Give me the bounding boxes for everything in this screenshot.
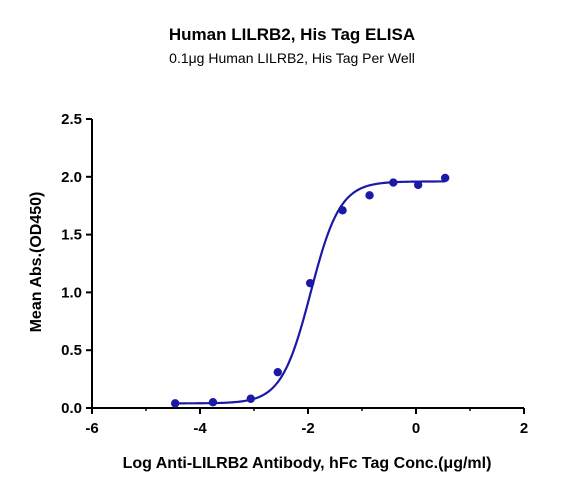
fit-curve (175, 180, 446, 405)
chart-subtitle: 0.1μg Human LILRB2, His Tag Per Well (169, 50, 415, 66)
data-point (440, 173, 450, 183)
y-tick-label: 2.0 (61, 169, 82, 186)
x-tick-label: -6 (85, 420, 98, 437)
y-tick-label: 0.5 (61, 342, 82, 359)
x-tick-label: -2 (301, 420, 314, 437)
data-point (413, 180, 423, 190)
data-point (208, 398, 218, 407)
data-point (246, 394, 255, 403)
points-layer (170, 173, 450, 408)
fit-layer (175, 180, 446, 405)
data-point (273, 367, 282, 377)
y-axis-label: Mean Abs.(OD450) (28, 192, 45, 333)
y-tick-label: 1.0 (61, 284, 82, 301)
data-point (170, 399, 180, 408)
x-tick-label: 2 (520, 420, 528, 437)
x-axis-label: Log Anti-LILRB2 Antibody, hFc Tag Conc.(… (123, 455, 492, 472)
chart-title: Human LILRB2, His Tag ELISA (169, 25, 415, 44)
y-tick-label: 0.0 (61, 400, 82, 417)
x-tick-label: -4 (193, 420, 207, 437)
data-point (338, 206, 347, 215)
x-tick-label: 0 (412, 420, 420, 437)
y-tick-label: 1.5 (61, 227, 82, 244)
data-point (305, 278, 315, 288)
axes: -6 -4 -2 0 2 0.0 0.5 1.0 1.5 2.0 2.5 (61, 111, 528, 437)
data-point (365, 191, 374, 200)
y-tick-label: 2.5 (61, 111, 82, 128)
data-point (389, 178, 398, 187)
